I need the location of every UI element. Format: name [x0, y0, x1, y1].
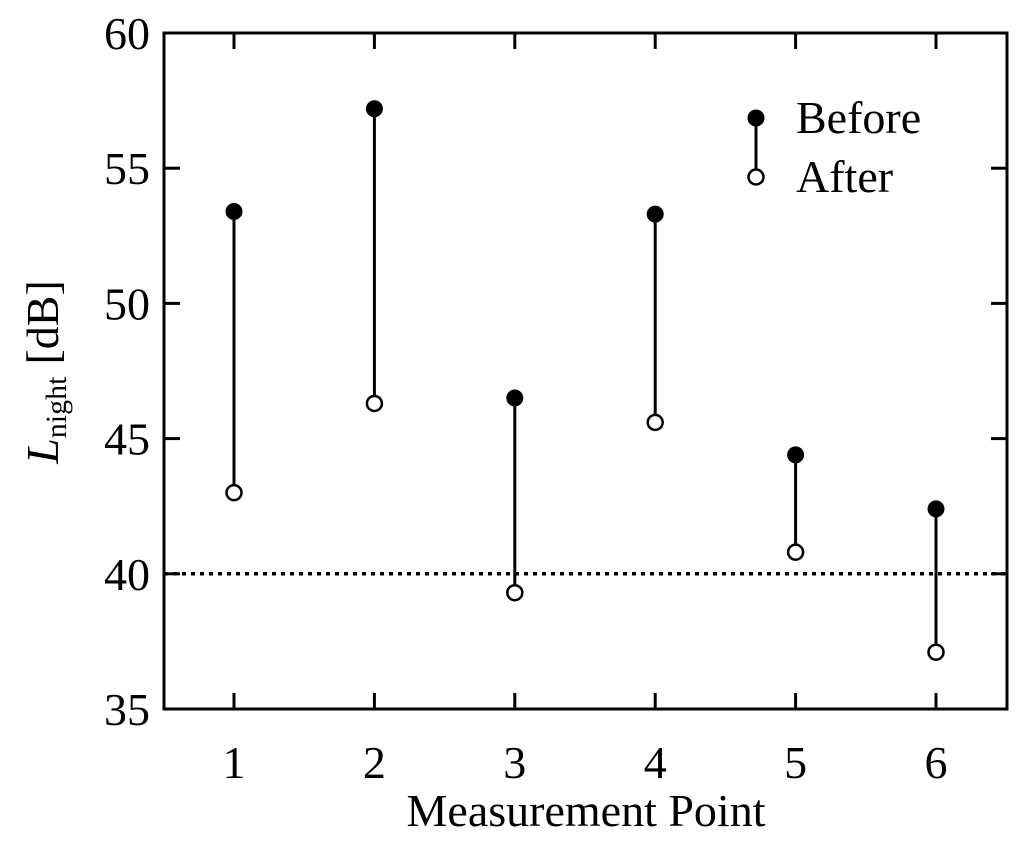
legend-label-before: Before [796, 92, 921, 143]
point-before [365, 100, 383, 118]
legend-marker-after [747, 168, 765, 186]
x-tick-label: 4 [644, 737, 667, 788]
x-tick-label: 6 [925, 737, 948, 788]
y-axis-label-subscript: night [40, 376, 73, 438]
y-tick-label: 55 [104, 143, 150, 194]
y-axis-label: Lnight [dB] [17, 280, 73, 465]
point-after [506, 583, 524, 602]
x-tick-label: 2 [363, 737, 386, 788]
plot-frame [162, 31, 1009, 711]
point-before [506, 389, 524, 407]
point-after [225, 483, 243, 502]
point-after [646, 413, 664, 432]
legend-marker-before [747, 109, 765, 127]
point-before [646, 205, 664, 223]
point-after [365, 394, 384, 413]
point-after [927, 643, 945, 661]
stem-layer [232, 108, 938, 653]
point-before [225, 202, 243, 220]
point-after [786, 543, 805, 561]
x-tick-label: 1 [223, 737, 246, 788]
y-axis-label-main: L [17, 438, 68, 465]
point-before [787, 446, 805, 464]
y-tick-label: 60 [104, 8, 150, 59]
y-tick-label: 40 [104, 549, 150, 600]
marker-layer [225, 100, 945, 661]
x-tick-label: 3 [503, 737, 526, 788]
point-before [927, 500, 945, 518]
legend: Before After [747, 92, 921, 202]
x-axis-label: Measurement Point [407, 785, 766, 836]
y-tick-label: 50 [104, 278, 150, 329]
legend-label-after: After [796, 151, 893, 202]
y-tick-label: 35 [104, 684, 150, 735]
y-axis-label-unit: [dB] [17, 280, 68, 364]
y-tick-label: 45 [104, 414, 150, 465]
x-tick-label: 5 [784, 737, 807, 788]
